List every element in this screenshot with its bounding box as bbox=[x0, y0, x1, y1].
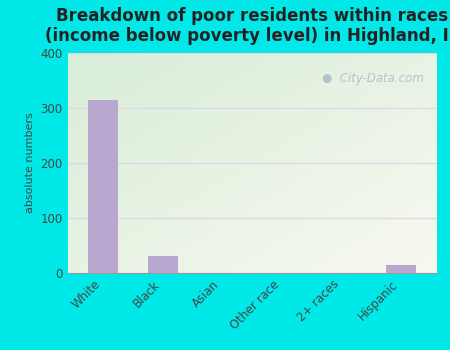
Bar bbox=[148, 257, 178, 273]
Title: Breakdown of poor residents within races
(income below poverty level) in Highlan: Breakdown of poor residents within races… bbox=[45, 7, 450, 46]
Bar bbox=[88, 100, 118, 273]
Text: ●  City-Data.com: ● City-Data.com bbox=[322, 72, 424, 85]
Bar bbox=[386, 265, 416, 273]
Y-axis label: absolute numbers: absolute numbers bbox=[25, 112, 35, 213]
